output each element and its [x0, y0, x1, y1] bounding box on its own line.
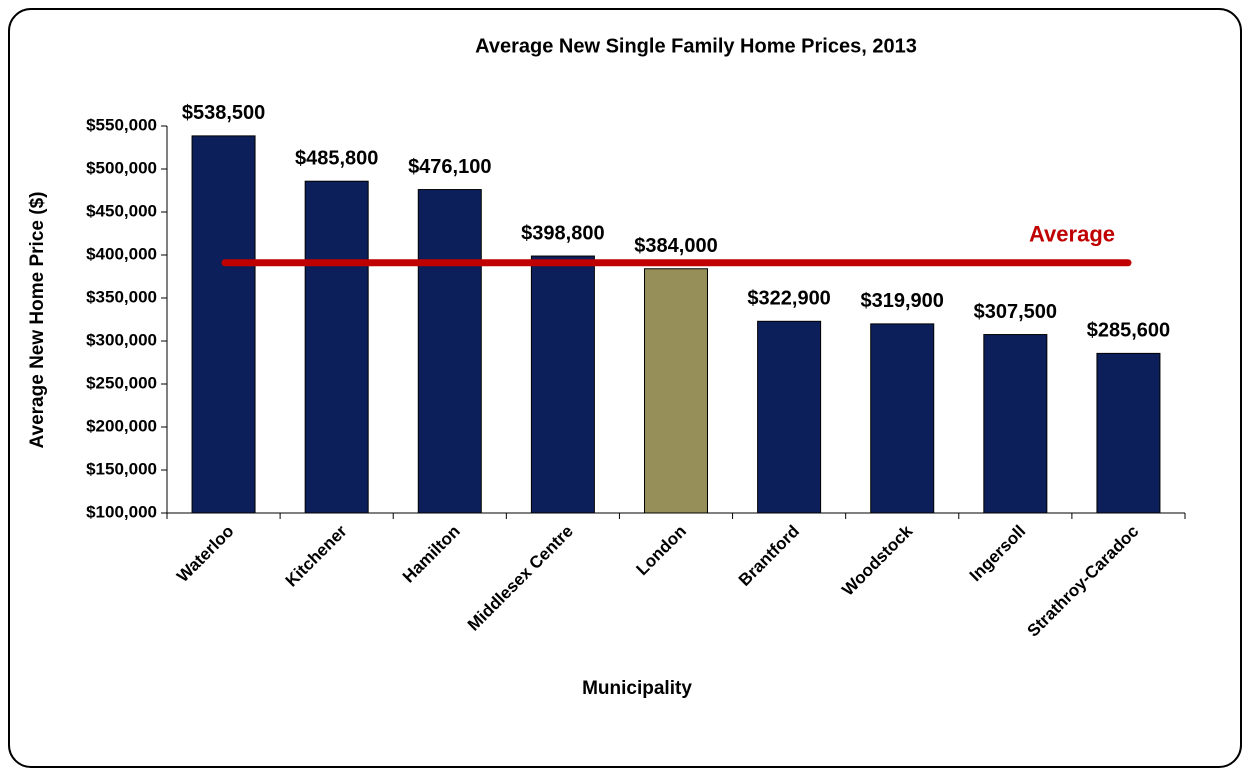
y-tick-label: $550,000 — [86, 115, 157, 134]
bar — [304, 180, 369, 514]
data-label: $476,100 — [408, 156, 491, 178]
bar — [644, 268, 708, 514]
bar — [870, 323, 935, 514]
y-tick-label: $100,000 — [86, 502, 157, 521]
y-tick-label: $300,000 — [86, 330, 157, 349]
bar — [530, 255, 595, 514]
data-label: $285,600 — [1087, 320, 1170, 342]
data-label: $398,800 — [521, 222, 604, 244]
data-label: $307,500 — [974, 301, 1057, 323]
data-label: $319,900 — [861, 290, 944, 312]
y-tick-label: $400,000 — [86, 244, 157, 263]
data-label: $538,500 — [182, 102, 265, 124]
data-label: $485,800 — [295, 147, 378, 169]
y-tick-label: $350,000 — [86, 287, 157, 306]
bar — [191, 135, 256, 514]
y-tick-label: $500,000 — [86, 158, 157, 177]
data-label: $384,000 — [634, 235, 717, 257]
y-tick-label: $250,000 — [86, 373, 157, 392]
y-axis-label: Average New Home Price ($) — [27, 192, 48, 449]
data-label: $322,900 — [747, 288, 830, 310]
average-label: Average — [1029, 222, 1115, 247]
bar — [1096, 352, 1161, 514]
y-tick-label: $150,000 — [86, 459, 157, 478]
chart-title: Average New Single Family Home Prices, 2… — [475, 35, 917, 57]
x-axis-label: Municipality — [582, 678, 692, 699]
y-tick-label: $200,000 — [86, 416, 157, 435]
bar — [983, 334, 1048, 514]
bar — [757, 320, 822, 514]
y-tick-label: $450,000 — [86, 201, 157, 220]
bar — [417, 189, 482, 514]
